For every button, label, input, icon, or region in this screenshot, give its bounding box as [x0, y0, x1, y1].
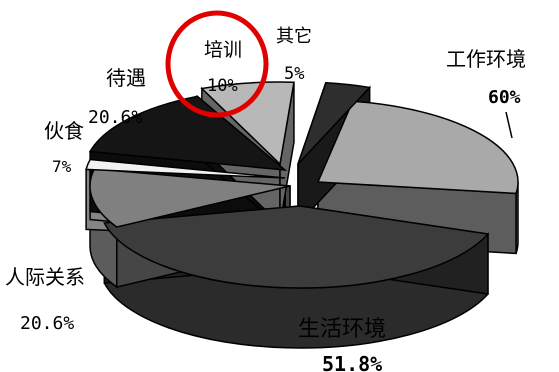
slice-6-value: 10%: [207, 76, 238, 96]
slice-3-top: [89, 168, 291, 228]
slice-4-value: 7%: [52, 157, 72, 176]
slice-5-label: 待遇: [106, 66, 146, 90]
slice-6-top: [200, 81, 295, 166]
slice-5-value: 20.6%: [88, 107, 142, 128]
slice-1-value: 60%: [488, 87, 521, 108]
slice-2-label: 生活环境: [298, 317, 386, 342]
slice-4-label: 伙食: [44, 119, 84, 143]
slice-3-label: 人际关系: [5, 265, 85, 289]
slice-7-value: 5%: [284, 64, 304, 84]
slice-2-value: 51.8%: [322, 352, 382, 372]
highlight-circle: [165, 10, 269, 118]
slice-4-top: [85, 158, 286, 179]
slice-3-value: 20.6%: [20, 313, 74, 334]
slice-1-label: 工作环境: [446, 47, 526, 71]
slice-2-top: [103, 205, 490, 289]
slice-7-label: 其它: [276, 26, 312, 47]
leader-line-work-env: [505, 111, 513, 139]
slice-1-top: [316, 100, 519, 195]
slice-6-label: 培训: [204, 39, 242, 61]
slice-7-top: [297, 82, 372, 165]
